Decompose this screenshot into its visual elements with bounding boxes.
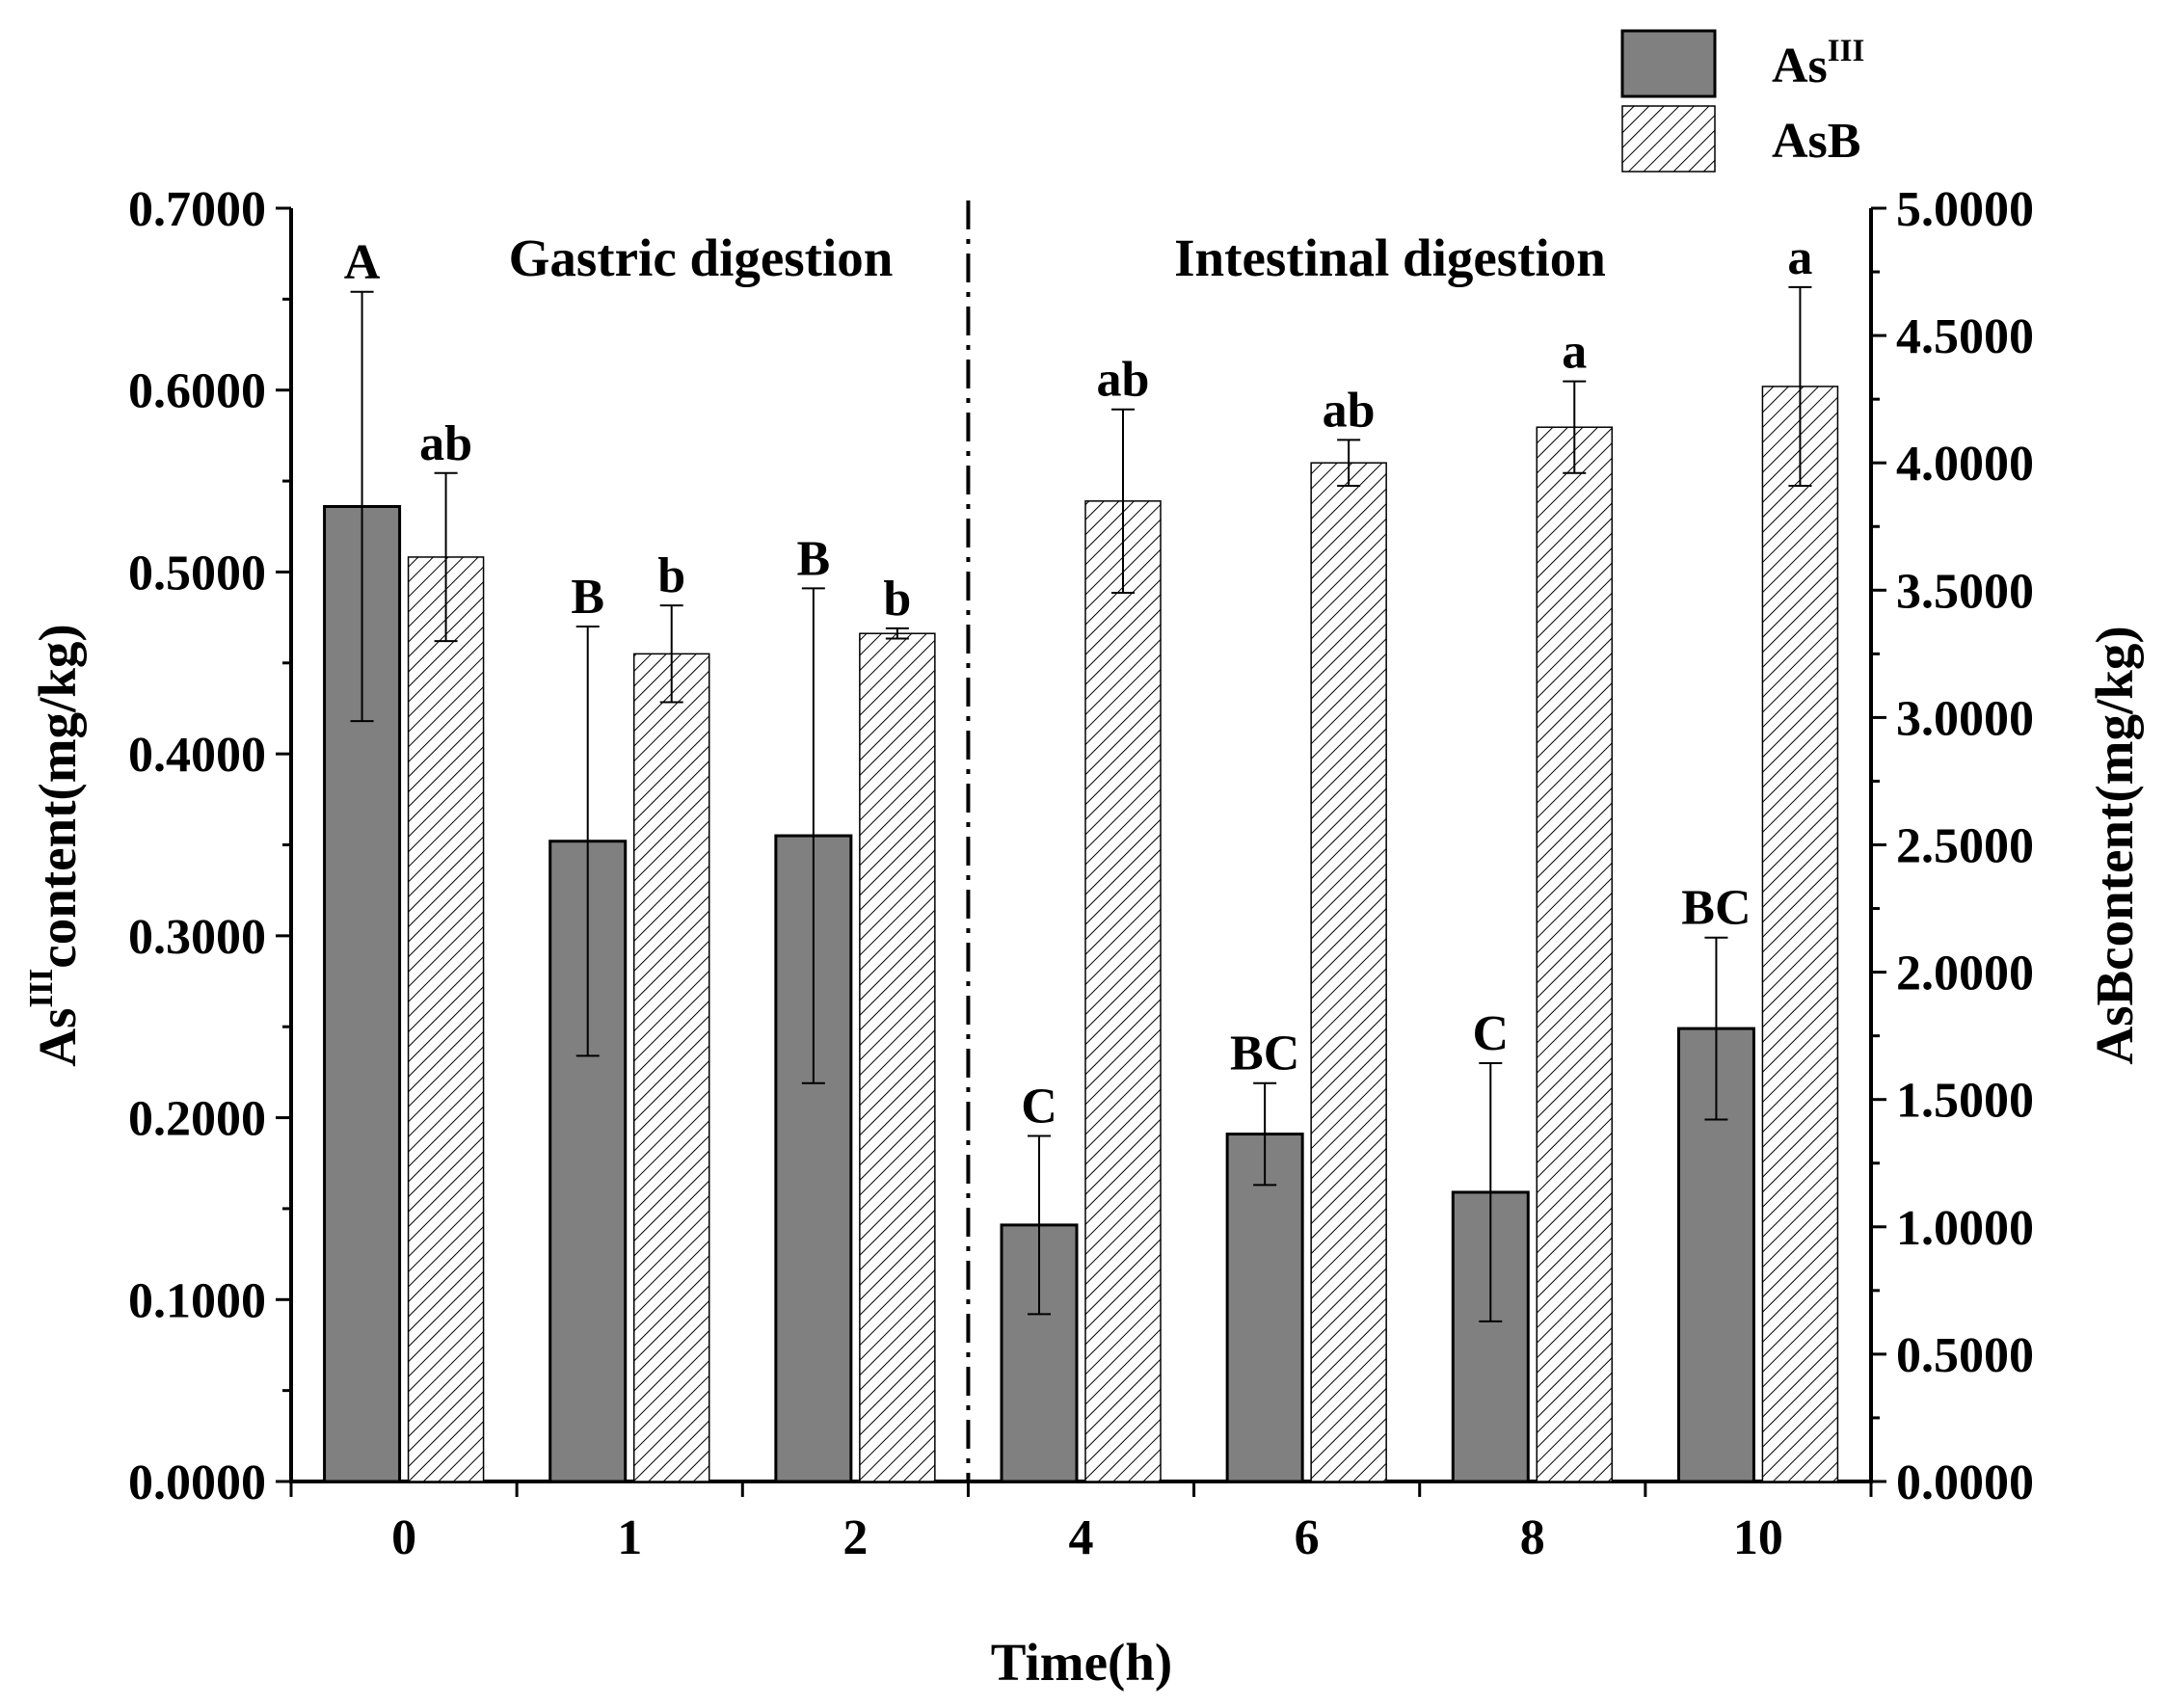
bar-asb xyxy=(1084,500,1162,1482)
significance-letter-asb: a xyxy=(1787,230,1812,285)
bar-asb xyxy=(1761,386,1839,1482)
right-tick-label: 5.0000 xyxy=(1896,182,2034,237)
significance-letter-asiii: B xyxy=(797,531,831,586)
left-axis-title-rest: content(mg/kg) xyxy=(28,624,87,968)
x-tick-label: 10 xyxy=(1733,1510,1783,1565)
significance-letter-asb: a xyxy=(1562,325,1587,380)
significance-letter-asb: b xyxy=(883,572,911,627)
x-tick-label: 8 xyxy=(1520,1510,1545,1565)
significance-letter-asiii: BC xyxy=(1681,881,1751,936)
legend-swatch-asiii xyxy=(1620,29,1717,98)
annotation-intestinal: Intestinal digestion xyxy=(1174,228,1606,287)
significance-letter-asb: ab xyxy=(1323,383,1376,438)
x-tick-label: 1 xyxy=(617,1510,642,1565)
left-tick-label: 0.0000 xyxy=(128,1455,266,1510)
x-tick-label: 2 xyxy=(842,1510,868,1565)
right-tick-label: 0.0000 xyxy=(1896,1455,2034,1510)
bar-asb xyxy=(1310,462,1387,1482)
left-tick-label: 0.2000 xyxy=(128,1092,266,1147)
x-tick-label: 4 xyxy=(1069,1510,1094,1565)
significance-letter-asiii: C xyxy=(1021,1079,1057,1134)
legend: AsIII AsB xyxy=(1620,29,1864,173)
left-axis-title: AsIIIcontent(mg/kg) xyxy=(22,624,87,1066)
x-tick-label: 6 xyxy=(1295,1510,1320,1565)
axes xyxy=(289,208,1873,1483)
ticks: 0.0000 0.1000 0.2000 0.3000 0.4000 0.5000 0.60… xyxy=(128,182,2034,1565)
annotation-gastric: Gastric digestion xyxy=(509,228,894,287)
bar-asb xyxy=(407,556,485,1482)
right-tick-label: 1.5000 xyxy=(1896,1074,2034,1129)
left-axis-title-sup: III xyxy=(22,969,60,1008)
left-tick-label: 0.6000 xyxy=(128,364,266,419)
left-tick-label: 0.3000 xyxy=(128,910,266,965)
legend-label-asiii-sup: III xyxy=(1828,34,1865,68)
bars xyxy=(323,386,1839,1483)
right-tick-label: 0.5000 xyxy=(1896,1328,2034,1383)
significance-letter-asb: b xyxy=(657,548,685,603)
bar-asb xyxy=(1536,426,1614,1482)
legend-label-asb: AsB xyxy=(1772,114,1860,169)
right-tick-label: 3.0000 xyxy=(1896,691,2034,746)
bar-asb xyxy=(632,653,710,1482)
significance-letter-asiii: BC xyxy=(1230,1027,1299,1081)
legend-label-asiii-base: As xyxy=(1772,39,1828,93)
significance-letter-asb: ab xyxy=(419,416,472,471)
bar-asiii xyxy=(1225,1133,1304,1483)
left-tick-label: 0.4000 xyxy=(128,728,266,783)
right-tick-label: 1.0000 xyxy=(1896,1201,2034,1256)
significance-letter-asiii: C xyxy=(1473,1006,1510,1061)
x-axis-title: Time(h) xyxy=(991,1633,1172,1692)
right-tick-label: 2.5000 xyxy=(1896,819,2034,874)
left-tick-label: 0.5000 xyxy=(128,546,266,600)
error-bars xyxy=(350,285,1812,1322)
legend-label-asiii: AsIII xyxy=(1772,34,1864,93)
right-axis-title: AsBcontent(mg/kg) xyxy=(2085,626,2144,1064)
legend-swatch-asb xyxy=(1621,105,1716,173)
significance-letter-asiii: A xyxy=(344,235,381,290)
left-axis-title-base: As xyxy=(28,1008,87,1067)
bar-asb xyxy=(859,632,936,1482)
right-tick-label: 3.5000 xyxy=(1896,564,2034,619)
right-tick-label: 4.5000 xyxy=(1896,309,2034,364)
left-tick-label: 0.1000 xyxy=(128,1273,266,1328)
significance-letter-asb: ab xyxy=(1097,353,1150,408)
right-tick-label: 2.0000 xyxy=(1896,947,2034,1001)
left-tick-label: 0.7000 xyxy=(128,182,266,237)
x-tick-label: 0 xyxy=(391,1510,416,1565)
significance-letter-asiii: B xyxy=(571,570,604,625)
right-tick-label: 4.0000 xyxy=(1896,437,2034,492)
